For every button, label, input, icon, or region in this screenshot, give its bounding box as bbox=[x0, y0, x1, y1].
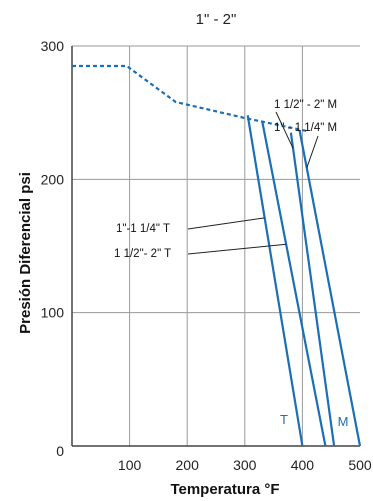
leader-1-1-1-4-m bbox=[306, 135, 319, 169]
series-line-1 bbox=[298, 129, 362, 447]
annotation-1-1-2-2-t: 1 1/2"- 2" T bbox=[114, 248, 171, 260]
annotation-1-1-1-4-m: 1" - 1 1/4" M bbox=[274, 122, 337, 134]
x-tick-label: 100 bbox=[118, 457, 142, 473]
x-tick-label: 500 bbox=[348, 457, 372, 473]
x-axis-label: Temperatura °F bbox=[170, 481, 279, 498]
x-tick-label: 400 bbox=[291, 457, 315, 473]
leader-1-1-1-4-t bbox=[187, 217, 265, 230]
chart-title: 1" - 2" bbox=[196, 11, 237, 28]
series-line-0 bbox=[289, 132, 336, 447]
y-tick-label: 200 bbox=[41, 171, 65, 187]
x-tick-label: 200 bbox=[176, 457, 200, 473]
annotation-1-1-1-4-t: 1"-1 1/4" T bbox=[116, 223, 170, 235]
leader-1-1-2-2-t bbox=[187, 243, 287, 255]
grid-lines bbox=[72, 45, 360, 446]
series-line-3 bbox=[261, 120, 327, 447]
y-axis-label: Presión Diferencial psi bbox=[17, 172, 34, 334]
annotation-m: M bbox=[338, 414, 349, 429]
x-tick-label: 300 bbox=[233, 457, 257, 473]
series-line-2 bbox=[246, 115, 304, 447]
annotation-1-1-2-2-m: 1 1/2" - 2" M bbox=[274, 99, 337, 111]
series-lines bbox=[72, 64, 362, 447]
y-tick-label: 0 bbox=[56, 443, 64, 459]
tick-labels: 100 200 300 400 500 0 100 200 300 bbox=[41, 38, 372, 473]
series-line-4 bbox=[72, 64, 309, 133]
y-tick-label: 300 bbox=[41, 38, 65, 54]
annotation-t: T bbox=[280, 412, 288, 427]
annotations: 1 1/2" - 2" M 1" - 1 1/4" M 1"-1 1/4" T 1 1… bbox=[114, 99, 348, 429]
axes bbox=[71, 46, 360, 447]
leader-1-1-2-2-m bbox=[275, 111, 294, 149]
y-tick-label: 100 bbox=[41, 305, 65, 321]
